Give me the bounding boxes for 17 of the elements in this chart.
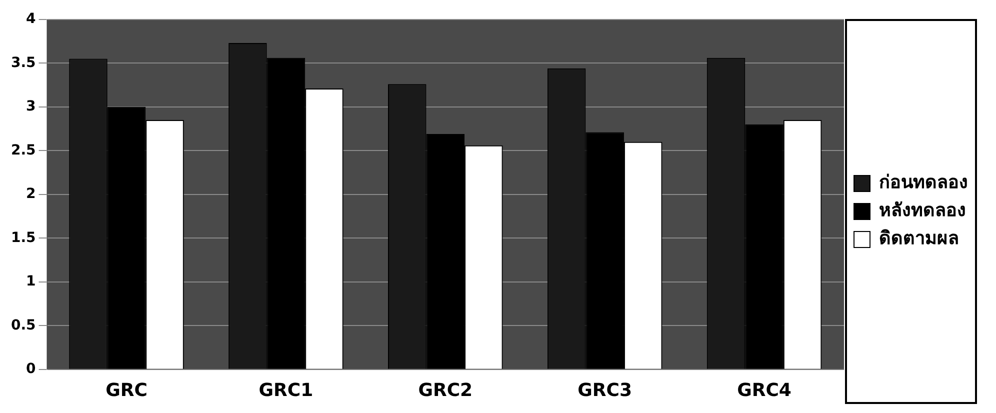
- x-tick-label: GRC: [106, 380, 148, 401]
- y-tick-label: 4: [26, 11, 36, 28]
- legend-label: ดิดตามผล: [879, 228, 959, 250]
- y-tick-label: 1: [26, 274, 36, 290]
- x-tick-label: GRC2: [418, 380, 473, 401]
- y-tick-label: 1.5: [10, 230, 36, 246]
- x-tick-label: GRC4: [737, 380, 792, 401]
- legend-label: ก่อนทดลอง: [879, 172, 968, 194]
- y-tick-label: 3.5: [10, 54, 36, 71]
- y-tick-label: 2.5: [10, 142, 36, 158]
- y-tick-label: 0.5: [10, 317, 36, 334]
- y-tick-label: 0: [26, 361, 36, 378]
- x-tick-label: GRC3: [578, 380, 632, 401]
- legend-label: หลังทดลอง: [879, 200, 966, 222]
- y-tick-label: 3: [26, 98, 36, 115]
- y-tick-label: 2: [26, 186, 36, 202]
- x-tick-label: GRC1: [258, 380, 314, 401]
